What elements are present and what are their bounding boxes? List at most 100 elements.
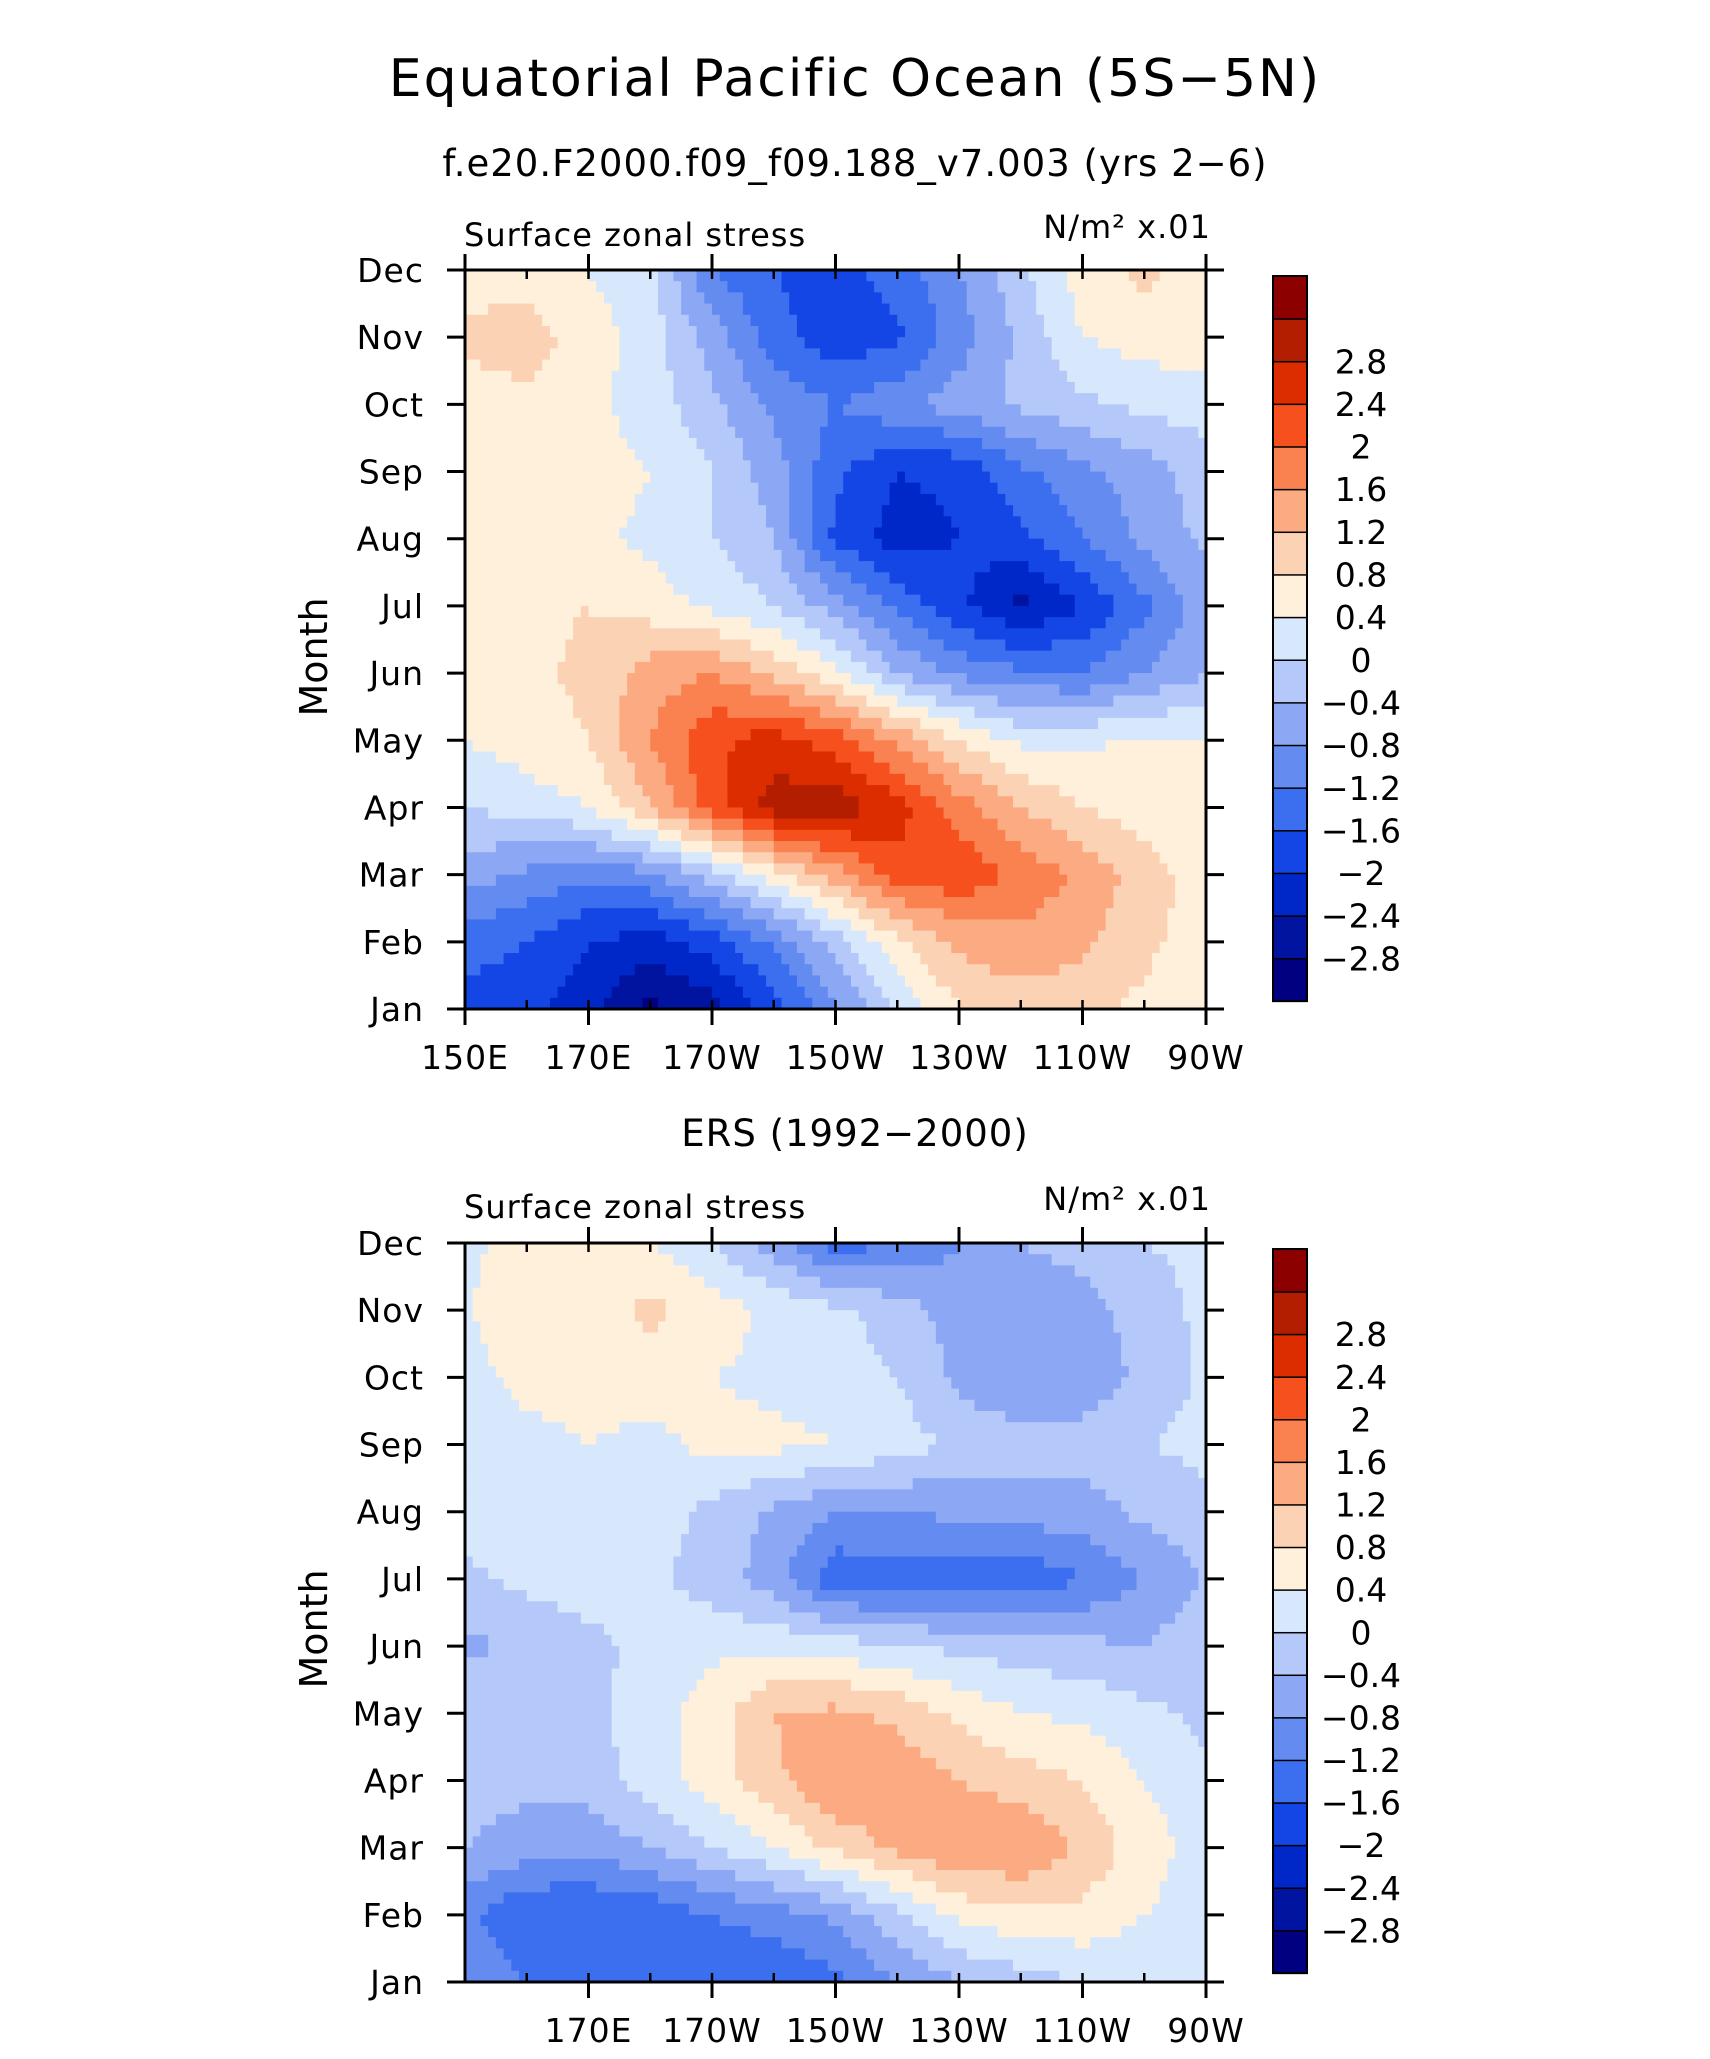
contour-cell (858, 807, 867, 820)
contour-cell (1013, 594, 1022, 607)
contour-cell (704, 493, 713, 506)
contour-cell (943, 751, 952, 764)
contour-cell (519, 493, 528, 506)
contour-cell (835, 605, 844, 618)
contour-cell (519, 437, 528, 450)
contour-cell (1059, 807, 1068, 820)
contour-cell (619, 415, 628, 428)
contour-cell (858, 773, 867, 786)
contour-cell (1190, 717, 1199, 730)
contour-cell (627, 807, 636, 820)
contour-cell (627, 695, 636, 708)
contour-cell (928, 773, 937, 786)
contour-cell (1198, 650, 1207, 663)
contour-cell (573, 325, 582, 338)
contour-cell (935, 426, 945, 439)
contour-cell (1159, 314, 1169, 327)
contour-cell (480, 337, 489, 349)
contour-cell (503, 706, 512, 719)
contour-cell (843, 762, 852, 775)
contour-cell (796, 549, 806, 562)
contour-cell (557, 706, 566, 719)
contour-cell (874, 818, 883, 831)
contour-cell (565, 807, 574, 820)
contour-cell (735, 348, 744, 361)
contour-cell (881, 807, 891, 820)
contour-cell (465, 617, 474, 629)
contour-cell (974, 706, 983, 719)
contour-cell (781, 270, 790, 282)
contour-cell (1159, 348, 1169, 361)
contour-cell (542, 527, 551, 540)
contour-cell (503, 505, 512, 517)
contour-cell (850, 729, 860, 741)
contour-cell (673, 404, 682, 417)
contour-cell (719, 337, 729, 349)
contour-cell (488, 695, 497, 708)
contour-cell (881, 426, 891, 439)
contour-cell (1074, 281, 1084, 293)
contour-cell (928, 348, 937, 361)
contour-cell (966, 706, 976, 719)
contour-cell (796, 583, 806, 596)
contour-cell (1020, 549, 1030, 562)
contour-cell (696, 549, 705, 562)
contour-cell (1175, 381, 1184, 394)
contour-cell (1020, 628, 1030, 641)
contour-cell (866, 348, 875, 361)
contour-cell (1105, 785, 1114, 797)
contour-cell (657, 605, 667, 618)
contour-cell (1059, 729, 1068, 741)
contour-cell (1198, 516, 1207, 529)
contour-cell (866, 270, 875, 282)
contour-cell (835, 762, 844, 775)
contour-cell (1097, 325, 1107, 338)
contour-cell (1151, 717, 1161, 730)
contour-cell (1113, 773, 1122, 786)
contour-cell (580, 673, 590, 685)
contour-cell (619, 516, 628, 529)
contour-cell (735, 325, 744, 338)
contour-cell (480, 673, 489, 685)
contour-cell (789, 348, 798, 361)
contour-cell (573, 538, 582, 551)
contour-cell (1013, 661, 1022, 674)
contour-cell (727, 460, 736, 473)
contour-cell (1105, 773, 1114, 786)
contour-cell (688, 348, 698, 361)
contour-cell (928, 393, 937, 405)
contour-cell (982, 393, 991, 405)
contour-cell (1020, 785, 1030, 797)
contour-cell (773, 706, 783, 719)
contour-cell (1113, 829, 1122, 842)
contour-cell (735, 661, 744, 674)
contour-cell (719, 270, 729, 282)
contour-cell (627, 337, 636, 349)
contour-cell (712, 505, 721, 517)
contour-cell (1074, 729, 1084, 741)
contour-cell (549, 505, 559, 517)
contour-cell (526, 337, 536, 349)
contour-cell (1059, 281, 1068, 293)
contour-cell (1121, 370, 1130, 383)
contour-cell (1136, 292, 1145, 305)
contour-cell (1151, 460, 1161, 473)
contour-cell (874, 325, 883, 338)
contour-cell (959, 807, 968, 820)
contour-cell (495, 393, 505, 405)
contour-cell (549, 449, 559, 461)
contour-cell (1182, 639, 1192, 652)
contour-cell (657, 303, 667, 316)
contour-cell (1159, 628, 1169, 641)
contour-cell (843, 818, 852, 831)
contour-cell (665, 695, 675, 708)
contour-cell (920, 818, 929, 831)
contour-cell (1097, 740, 1107, 753)
contour-cell (603, 471, 613, 484)
contour-cell (495, 415, 505, 428)
contour-cell (773, 292, 783, 305)
contour-cell (951, 549, 960, 562)
contour-cell (897, 460, 906, 473)
contour-cell (681, 695, 690, 708)
contour-cell (1097, 762, 1107, 775)
